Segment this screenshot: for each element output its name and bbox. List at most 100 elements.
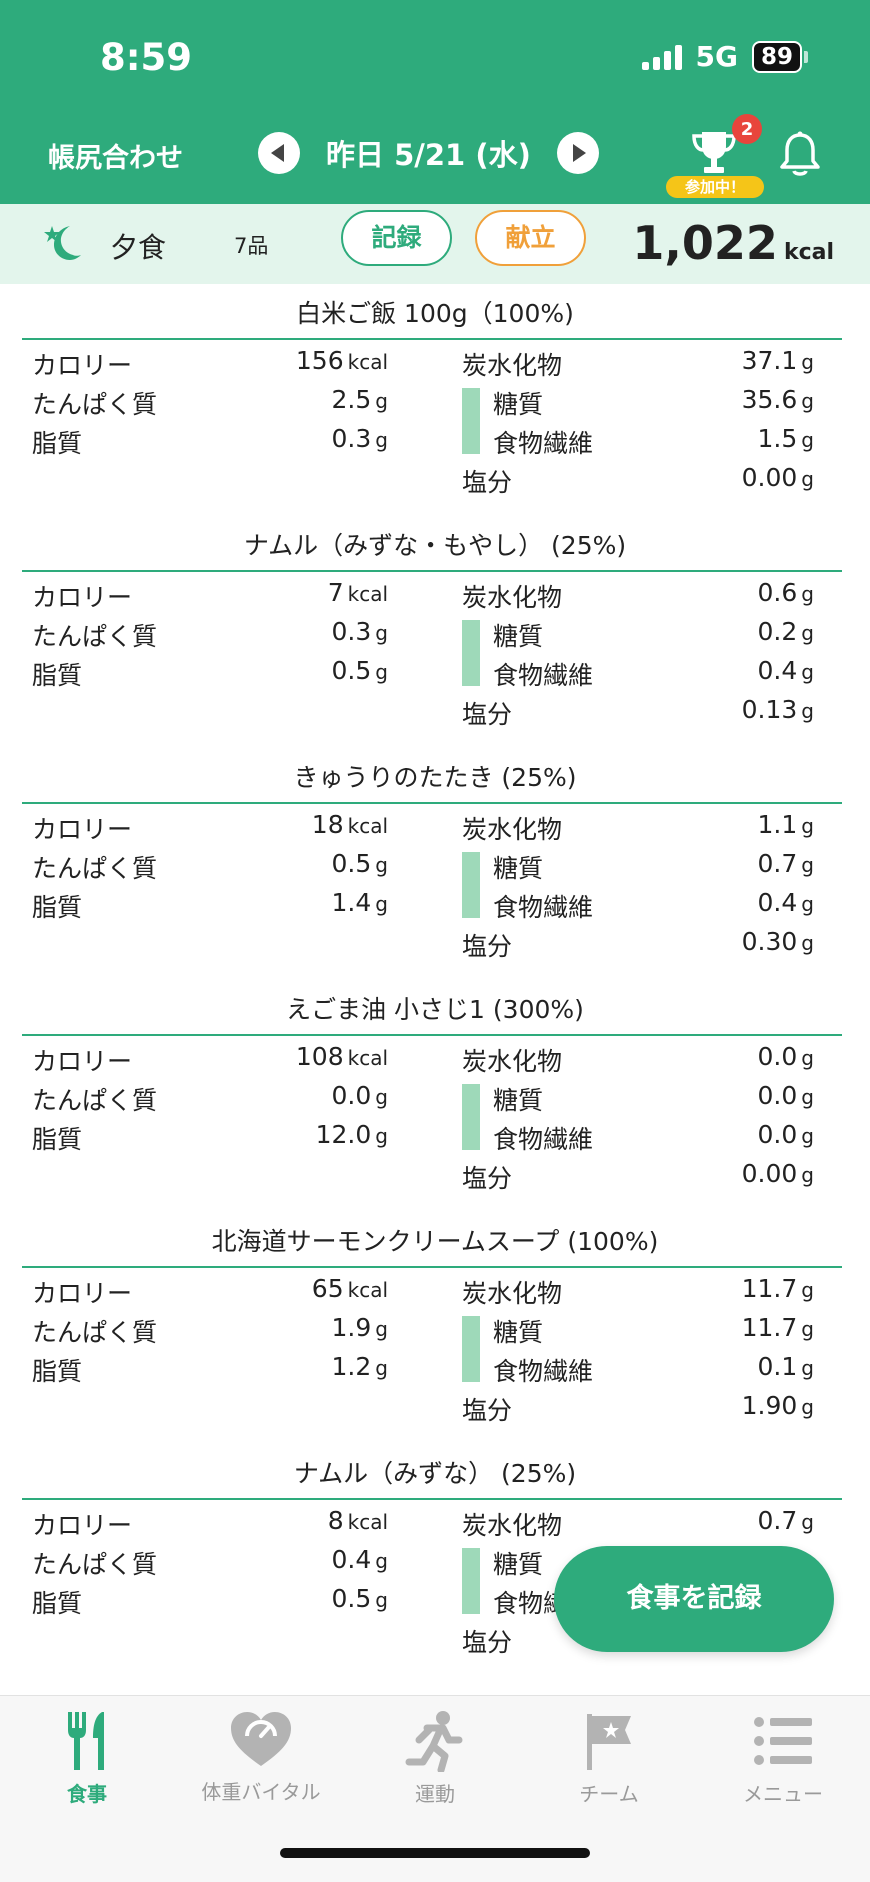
fiber-value-number: 0.4 xyxy=(757,656,798,685)
home-indicator xyxy=(280,1848,590,1858)
food-item[interactable]: えごま油 小さじ1 (300%) カロリー たんぱく質 脂質 炭水化物 糖質 食物繊維 塩分 1… xyxy=(0,980,870,1212)
food-item[interactable]: きゅうりのたたき (25%) カロリー たんぱく質 脂質 炭水化物 糖質 食物繊維 塩分 18 k… xyxy=(0,748,870,980)
fat-value: 0.3 g xyxy=(332,424,388,453)
fat-label: 脂質 xyxy=(32,661,83,690)
calorie-label: カロリー xyxy=(32,1047,133,1076)
sugar-value-number: 0.0 xyxy=(757,1081,798,1110)
carb-value: 37.1 g xyxy=(742,346,814,375)
carb-label: 炭水化物 xyxy=(462,1279,563,1308)
unit: g xyxy=(801,389,814,413)
tab-exercise[interactable]: 運動 xyxy=(348,1710,522,1807)
sugar-fiber-indent-bar xyxy=(462,1084,480,1150)
food-item[interactable]: 北海道サーモンクリームスープ (100%) カロリー たんぱく質 脂質 炭水化物 糖質 食物… xyxy=(0,1212,870,1444)
calorie-value: 156 kcal xyxy=(296,346,388,375)
protein-value: 0.5 g xyxy=(332,849,388,878)
next-day-button[interactable] xyxy=(556,132,599,174)
fat-value-number: 1.2 xyxy=(331,1352,372,1381)
unit: g xyxy=(375,892,388,916)
sugar-fiber-indent-bar xyxy=(462,388,480,454)
tab-menu[interactable]: メニュー xyxy=(696,1710,870,1807)
unit: g xyxy=(801,931,814,955)
bell-icon[interactable] xyxy=(778,130,822,178)
protein-value-number: 0.5 xyxy=(331,849,372,878)
unit: kcal xyxy=(347,1046,388,1070)
unit: g xyxy=(375,1317,388,1341)
sugar-label: 糖質 xyxy=(493,622,544,651)
tab-team[interactable]: チーム xyxy=(522,1710,696,1807)
protein-value-number: 1.9 xyxy=(331,1313,372,1342)
salt-label: 塩分 xyxy=(462,468,513,497)
fat-value-number: 0.5 xyxy=(331,656,372,685)
tab-weight-vitals[interactable]: 体重バイタル xyxy=(174,1710,348,1805)
divider xyxy=(22,338,842,340)
battery-icon: 89 xyxy=(751,40,808,73)
prev-day-button[interactable] xyxy=(258,132,300,174)
carb-label: 炭水化物 xyxy=(462,815,563,844)
fat-label: 脂質 xyxy=(32,1589,83,1618)
challenge-button[interactable]: 2 参加中！ xyxy=(666,112,766,202)
tab-weight-vitals-label: 体重バイタル xyxy=(201,1780,321,1804)
sugar-label: 糖質 xyxy=(493,390,544,419)
carb-value: 1.1 g xyxy=(758,810,814,839)
unit: g xyxy=(801,814,814,838)
carb-label: 炭水化物 xyxy=(462,351,563,380)
carb-label: 炭水化物 xyxy=(462,1511,563,1540)
protein-label: たんぱく質 xyxy=(32,854,158,883)
item-count: 7品 xyxy=(234,234,269,258)
salt-value-number: 1.90 xyxy=(741,1391,798,1420)
food-item[interactable]: ナムル（みずな・もやし） (25%) カロリー たんぱく質 脂質 炭水化物 糖質 食物繊維塩… xyxy=(0,516,870,748)
calorie-value-number: 8 xyxy=(327,1506,344,1535)
protein-value-number: 0.0 xyxy=(331,1081,372,1110)
food-list: 白米ご飯 100g（100%) カロリー たんぱく質 脂質 炭水化物 糖質 食物繊維 塩分 15… xyxy=(0,284,870,1676)
protein-label: たんぱく質 xyxy=(32,390,158,419)
unit: g xyxy=(801,582,814,606)
salt-label: 塩分 xyxy=(462,932,513,961)
protein-value-number: 2.5 xyxy=(331,385,372,414)
calorie-value: 18 kcal xyxy=(312,810,388,839)
meal-name: 夕食 xyxy=(110,231,167,264)
list-menu-icon xyxy=(754,1717,812,1765)
calorie-value-number: 108 xyxy=(295,1042,344,1071)
carb-value: 11.7 g xyxy=(742,1274,814,1303)
tab-bar: 食事 体重バイタル 運動 チーム メニュー xyxy=(0,1695,870,1882)
unit: g xyxy=(375,1549,388,1573)
unit: g xyxy=(375,1356,388,1380)
carb-value-number: 37.1 xyxy=(741,346,798,375)
divider xyxy=(22,802,842,804)
calorie-value-number: 18 xyxy=(311,810,344,839)
protein-label: たんぱく質 xyxy=(32,622,158,651)
menu-plan-button[interactable]: 献立 xyxy=(475,210,586,266)
record-meal-button[interactable]: 食事を記録 xyxy=(554,1546,834,1652)
fat-value: 12.0 g xyxy=(316,1120,388,1149)
tab-meal[interactable]: 食事 xyxy=(0,1710,174,1807)
food-item[interactable]: 白米ご飯 100g（100%) カロリー たんぱく質 脂質 炭水化物 糖質 食物繊維 塩分 15… xyxy=(0,284,870,516)
unit: g xyxy=(375,428,388,452)
fat-label: 脂質 xyxy=(32,893,83,922)
food-title: ナムル（みずな・もやし） (25%) xyxy=(243,531,627,560)
heart-scale-icon xyxy=(231,1712,291,1766)
salt-value: 0.00 g xyxy=(742,463,814,492)
unit: g xyxy=(801,621,814,645)
fiber-label: 食物繊維 xyxy=(493,661,594,690)
fat-value-number: 12.0 xyxy=(315,1120,372,1149)
record-button[interactable]: 記録 xyxy=(341,210,452,266)
sugar-label: 糖質 xyxy=(493,854,544,883)
unit: g xyxy=(801,467,814,491)
salt-label: 塩分 xyxy=(462,700,513,729)
sugar-fiber-indent-bar xyxy=(462,620,480,686)
carb-value: 0.7 g xyxy=(758,1506,814,1535)
unit: g xyxy=(801,892,814,916)
sugar-fiber-indent-bar xyxy=(462,852,480,918)
unit: g xyxy=(801,1278,814,1302)
fiber-value: 0.1 g xyxy=(758,1352,814,1381)
unit: g xyxy=(375,853,388,877)
protein-value-number: 0.4 xyxy=(331,1545,372,1574)
carb-label: 炭水化物 xyxy=(462,1047,563,1076)
salt-label: 塩分 xyxy=(462,1164,513,1193)
fat-value-number: 0.3 xyxy=(331,424,372,453)
unit: kcal xyxy=(347,350,388,374)
unit: g xyxy=(801,699,814,723)
fork-knife-icon xyxy=(68,1712,104,1770)
salt-value: 0.30 g xyxy=(742,927,814,956)
calorie-value: 8 kcal xyxy=(328,1506,388,1535)
